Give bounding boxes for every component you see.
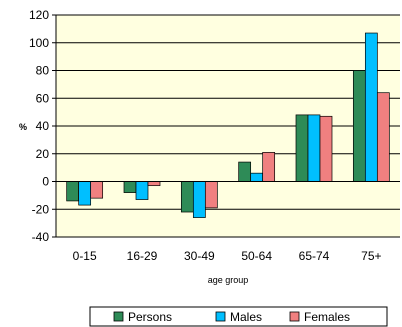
bar-males-16-29 [135, 181, 149, 200]
x-axis: 0-15 16-29 30-49 50-64 65-74 75+ [73, 249, 382, 263]
legend: Persons Males Females [89, 306, 388, 327]
x-axis-label: age group [208, 275, 249, 285]
legend-swatch-males [215, 311, 226, 322]
bar-females-75+ [376, 92, 390, 182]
y-tick-label: -20 [32, 202, 50, 216]
legend-swatch-females [289, 311, 300, 322]
bars [66, 32, 390, 218]
y-tick-label: 0 [42, 175, 49, 189]
bar-persons-30-49 [180, 181, 194, 213]
grid-lines [56, 14, 400, 238]
bar-males-0-15 [78, 181, 92, 206]
x-tick-label: 50-64 [241, 249, 272, 263]
bar-persons-75+ [352, 70, 366, 182]
y-axis: -40 -20 0 20 40 60 80 100 120 [29, 8, 57, 244]
y-axis-label: % [19, 122, 27, 132]
y-tick-label: 40 [36, 119, 50, 133]
bar-females-30-49 [204, 181, 218, 209]
y-tick-label: 60 [36, 91, 50, 105]
y-tick-label: 100 [29, 36, 49, 50]
bar-females-65-74 [319, 115, 333, 182]
bar-persons-50-64 [238, 161, 252, 182]
bar-females-50-64 [262, 152, 276, 182]
y-tick-label: 20 [36, 147, 50, 161]
y-tick-label: 80 [36, 64, 50, 78]
bar-males-65-74 [307, 114, 321, 182]
bar-persons-16-29 [123, 181, 137, 193]
bar-males-75+ [364, 32, 378, 182]
bar-males-30-49 [192, 181, 206, 218]
bar-females-16-29 [147, 181, 161, 187]
bar-persons-65-74 [295, 114, 309, 182]
y-tick-label: -40 [32, 230, 50, 244]
x-tick-label: 30-49 [184, 249, 215, 263]
x-tick-label: 65-74 [299, 249, 330, 263]
x-tick-label: 16-29 [127, 249, 158, 263]
bar-females-0-15 [90, 181, 104, 199]
x-tick-label: 0-15 [73, 249, 97, 263]
legend-box [89, 306, 388, 327]
legend-label-females: Females [304, 310, 350, 324]
x-tick-label: 75+ [361, 249, 381, 263]
bar-persons-0-15 [66, 181, 80, 202]
legend-label-males: Males [230, 310, 262, 324]
bar-males-50-64 [250, 172, 264, 182]
legend-swatch-persons [113, 311, 124, 322]
y-tick-label: 120 [29, 8, 49, 22]
legend-label-persons: Persons [128, 310, 172, 324]
